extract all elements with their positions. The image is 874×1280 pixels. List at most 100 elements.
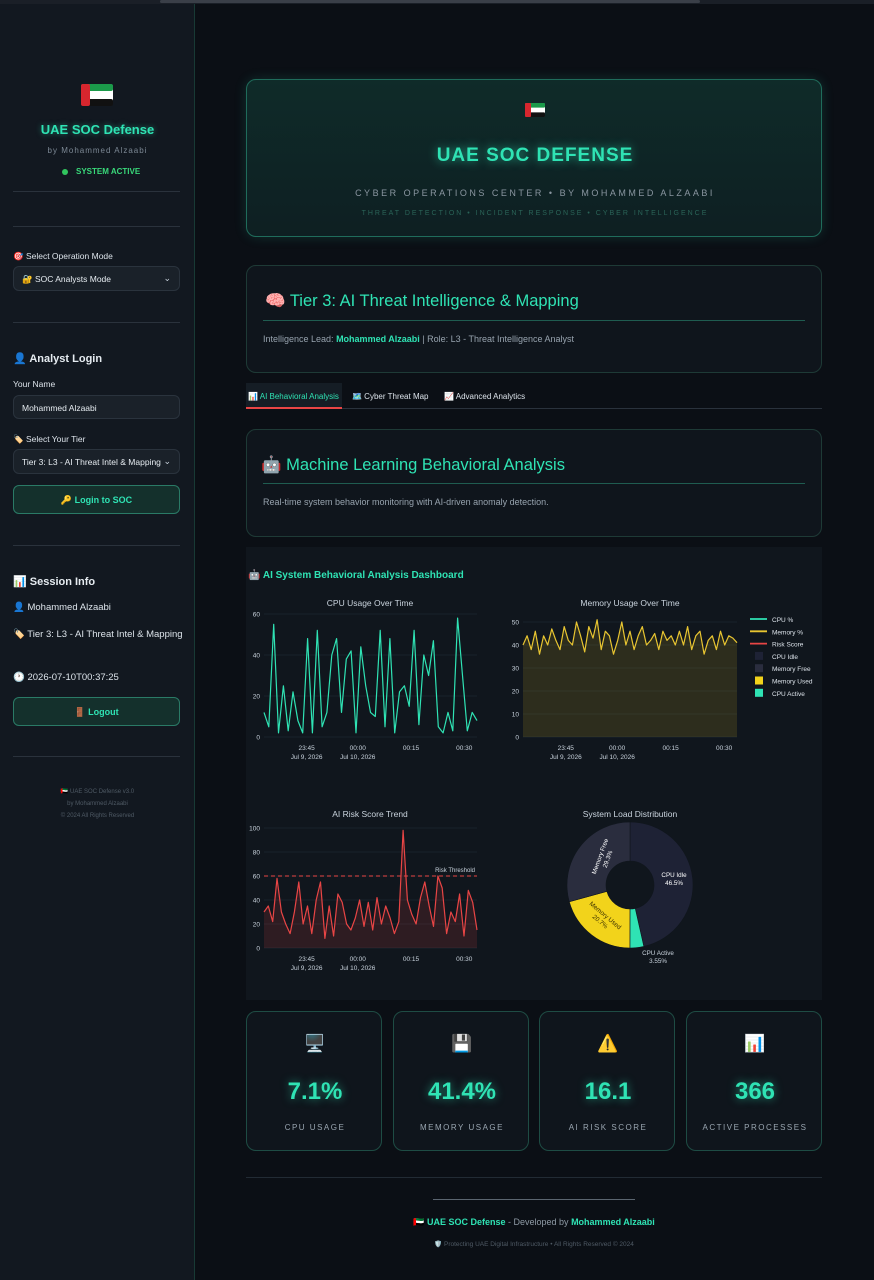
ml-analysis-card: 🤖 Machine Learning Behavioral Analysis R… xyxy=(246,429,822,537)
y-tick-label: 50 xyxy=(512,620,520,627)
login-button[interactable]: 🔑 Login to SOC xyxy=(13,485,180,514)
sidebar-footer-author: by Mohammed Alzaabi xyxy=(67,801,128,807)
tab-advanced-analytics[interactable]: 📈 Advanced Analytics xyxy=(444,392,526,401)
ml-card-title: 🤖 Machine Learning Behavioral Analysis xyxy=(261,456,565,474)
hero-tagline: THREAT DETECTION • INCIDENT RESPONSE • C… xyxy=(361,210,709,217)
sidebar: UAE SOC Defense by Mohammed Alzaabi SYST… xyxy=(0,4,195,1280)
x-tick-label: 23:45 xyxy=(298,745,315,752)
chart-title: System Load Distribution xyxy=(583,809,678,819)
tier-select[interactable]: Tier 3: L3 - AI Threat Intel & Mapping ⌄ xyxy=(13,449,180,474)
name-input[interactable]: Mohammed Alzaabi xyxy=(13,395,180,419)
sidebar-byline: by Mohammed Alzaabi xyxy=(47,146,148,155)
warning-icon: ⚠️ xyxy=(597,1034,619,1053)
pie-slice xyxy=(629,821,694,947)
legend-swatch xyxy=(755,688,763,697)
x-tick-label: 00:30 xyxy=(456,745,473,752)
y-tick-label: 20 xyxy=(253,694,261,701)
name-label: Your Name xyxy=(13,379,56,389)
uae-flag-icon xyxy=(81,84,113,106)
area-fill xyxy=(523,619,737,737)
chart-title: Memory Usage Over Time xyxy=(580,598,679,608)
intelligence-lead-text: Intelligence Lead: Mohammed Alzaabi | Ro… xyxy=(263,334,574,344)
x-tick-label: Jul 9, 2026 xyxy=(291,754,323,761)
y-tick-label: 40 xyxy=(253,653,261,660)
divider xyxy=(263,483,805,484)
legend-swatch xyxy=(755,664,763,673)
metric-value: 41.4% xyxy=(427,1078,497,1105)
divider xyxy=(13,756,180,757)
pie-slice xyxy=(568,891,631,949)
lead-prefix: Intelligence Lead: xyxy=(263,334,337,344)
chart-title: CPU Usage Over Time xyxy=(327,598,414,608)
y-tick-label: 30 xyxy=(512,666,520,673)
divider xyxy=(13,545,180,546)
x-tick-label: 00:15 xyxy=(403,745,420,752)
legend-label: CPU Idle xyxy=(772,654,798,661)
divider xyxy=(433,1199,635,1200)
footer-author: Mohammed Alzaabi xyxy=(571,1217,655,1227)
metric-value: 366 xyxy=(734,1078,776,1105)
x-tick-label: 00:00 xyxy=(350,956,367,963)
y-tick-label: 0 xyxy=(256,735,260,742)
tier-label: 🏷️ Select Your Tier xyxy=(13,434,86,444)
pie-slice-label-line: CPU Idle xyxy=(661,872,687,879)
divider xyxy=(13,191,180,192)
pie-slice xyxy=(566,821,631,903)
ml-card-description: Real-time system behavior monitoring wit… xyxy=(263,497,549,507)
legend-label: Memory % xyxy=(772,629,803,636)
tab-cyber-threat-map[interactable]: 🗺️ Cyber Threat Map xyxy=(352,392,429,401)
x-tick-label: Jul 9, 2026 xyxy=(550,754,582,761)
metric-value: 7.1% xyxy=(287,1078,343,1105)
uae-flag-icon xyxy=(525,103,545,117)
analyst-login-heading: 👤 Analyst Login xyxy=(13,353,103,365)
x-tick-label: Jul 9, 2026 xyxy=(291,965,323,972)
operation-mode-select[interactable]: 🔐 SOC Analysts Mode ⌄ xyxy=(13,266,180,291)
y-tick-label: 60 xyxy=(253,612,261,619)
divider xyxy=(13,322,180,323)
lead-role: | Role: L3 - Threat Intelligence Analyst xyxy=(419,334,575,344)
legend-label: Risk Score xyxy=(772,642,804,649)
footer-rights: 🛡️ Protecting UAE Digital Infrastructure… xyxy=(434,1241,634,1248)
y-tick-label: 10 xyxy=(512,712,520,719)
threshold-label: Risk Threshold xyxy=(435,868,475,874)
metric-card-processes: 📊 366 ACTIVE PROCESSES xyxy=(686,1011,822,1151)
y-tick-label: 40 xyxy=(253,898,261,905)
dashboard-title: 🤖 AI System Behavioral Analysis Dashboar… xyxy=(248,570,464,581)
legend-swatch xyxy=(755,651,763,660)
hero-title: UAE SOC DEFENSE xyxy=(436,145,634,166)
divider xyxy=(263,320,805,321)
uae-flag-icon: 🇦🇪 xyxy=(413,1217,425,1227)
x-tick-label: Jul 10, 2026 xyxy=(340,754,376,761)
monitor-icon: 🖥️ xyxy=(304,1034,326,1053)
divider xyxy=(13,226,180,227)
legend-label: Memory Free xyxy=(772,666,811,673)
bar-chart-icon: 📊 xyxy=(744,1034,766,1053)
series-line xyxy=(263,829,478,939)
metric-label: MEMORY USAGE xyxy=(420,1123,504,1132)
y-tick-label: 60 xyxy=(253,874,261,881)
metric-card-risk: ⚠️ 16.1 AI RISK SCORE xyxy=(539,1011,675,1151)
mode-label: 🎯 Select Operation Mode xyxy=(13,251,113,261)
dashboard-charts: CPU Usage Over Time 0 20 40 60 23:45 Jul 9, 20… xyxy=(249,598,813,972)
tab-ai-behavioral-analysis[interactable]: 📊 AI Behavioral Analysis xyxy=(246,383,342,409)
tier-card: 🧠 Tier 3: AI Threat Intelligence & Mappi… xyxy=(246,265,822,373)
legend-label: CPU Active xyxy=(772,691,805,698)
pie-slice-label-line: CPU Active xyxy=(642,950,674,957)
metric-value: 16.1 xyxy=(584,1078,632,1105)
logout-button[interactable]: 🚪 Logout xyxy=(13,697,180,726)
chart-title: AI Risk Score Trend xyxy=(332,809,408,819)
x-tick-label: 23:45 xyxy=(298,956,315,963)
y-tick-label: 40 xyxy=(512,643,520,650)
y-tick-label: 20 xyxy=(253,922,261,929)
session-time: 🕐 2026-07-10T00:37:25 xyxy=(13,672,119,683)
session-user: 👤 Mohammed Alzaabi xyxy=(13,602,111,613)
sidebar-title: UAE SOC Defense xyxy=(40,122,155,137)
x-tick-label: 00:15 xyxy=(663,745,680,752)
pie-slice-label-line: 46.5% xyxy=(665,880,683,887)
session-tier: 🏷️ Tier 3: L3 - AI Threat Intel & Mappin… xyxy=(13,629,183,640)
tier-select-value: Tier 3: L3 - AI Threat Intel & Mapping xyxy=(22,457,161,467)
session-info-heading: 📊 Session Info xyxy=(13,576,96,588)
tier-card-title: 🧠 Tier 3: AI Threat Intelligence & Mappi… xyxy=(265,292,579,310)
series-line xyxy=(522,619,738,655)
